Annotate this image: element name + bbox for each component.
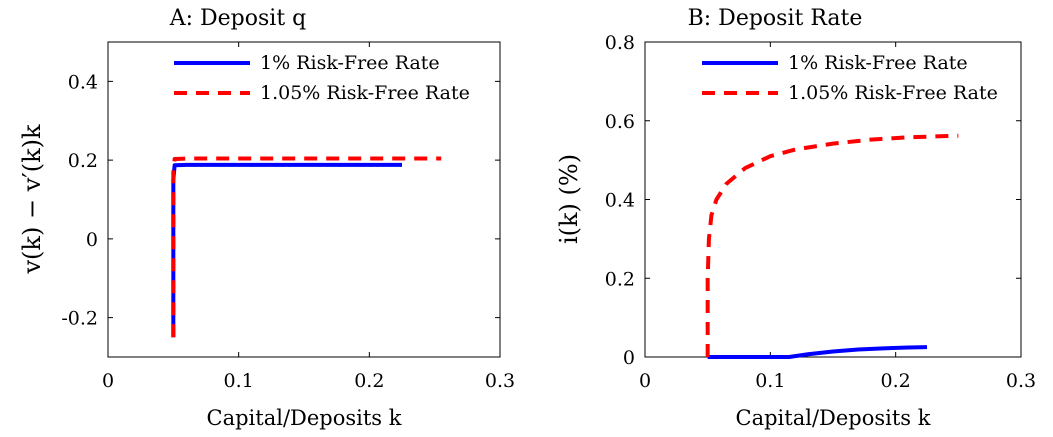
panel-a-series <box>171 156 442 338</box>
panel-a-legend-label-2: 1.05% Risk-Free Rate <box>260 82 470 104</box>
panel-b-series-line-1 <box>707 345 928 359</box>
panel-a-legend-label-1: 1% Risk-Free Rate <box>260 52 440 74</box>
panel-a-x-tick-label: 0.3 <box>485 370 515 392</box>
panel-b-x-tick-label: 0.3 <box>1006 370 1036 392</box>
panel-b-y-tick-label: 0.4 <box>605 190 635 212</box>
panel-a-y-axis-label: v(k) − v′(k)k <box>18 124 46 274</box>
panel-b-x-axis-label: Capital/Deposits k <box>736 406 931 430</box>
panel-b-x-tick-label: 0 <box>639 370 651 392</box>
panel-a-y-tick-label: 0 <box>86 229 98 251</box>
panel-b-y-axis-label: i(k) (%) <box>555 154 583 244</box>
panel-deposit-q: A: Deposit q 0 0.1 0.2 0.3 -0.2 0 0.2 0.4 1% Ri… <box>18 6 515 430</box>
panel-a-y-tick-label: -0.2 <box>61 308 98 330</box>
panel-a-series-line-1 <box>171 162 402 338</box>
panel-a-x-axis-label: Capital/Deposits k <box>207 406 402 430</box>
panel-b-title: B: Deposit Rate <box>688 6 863 31</box>
panel-b-legend-label-1: 1% Risk-Free Rate <box>788 52 968 74</box>
panel-b-y-tick-label: 0.2 <box>605 268 635 290</box>
panel-b-y-tick-label: 0 <box>623 347 635 369</box>
panel-b-y-tick-label: 0.8 <box>605 32 635 54</box>
panel-b-legend-label-2: 1.05% Risk-Free Rate <box>788 82 998 104</box>
panel-b-y-tick-label: 0.6 <box>605 111 635 133</box>
panel-a-axes-frame <box>107 41 501 358</box>
panel-a-legend: 1% Risk-Free Rate 1.05% Risk-Free Rate <box>174 52 470 104</box>
panel-a-series-line-2 <box>171 156 442 338</box>
panel-b-legend: 1% Risk-Free Rate 1.05% Risk-Free Rate <box>702 52 998 104</box>
panel-a-x-tick-label: 0 <box>102 370 114 392</box>
panel-a-y-tick-label: 0.4 <box>68 71 98 93</box>
panel-a-y-tick-label: 0.2 <box>68 150 98 172</box>
panel-b-series-line-2 <box>705 133 959 357</box>
panel-b-x-tick-label: 0.1 <box>755 370 785 392</box>
panel-a-x-tick-label: 0.1 <box>224 370 254 392</box>
panel-b-x-tick-label: 0.2 <box>881 370 911 392</box>
panel-b-ticks: 0 0.1 0.2 0.3 0 0.2 0.4 0.6 0.8 <box>605 32 1036 392</box>
panel-a-title: A: Deposit q <box>169 6 307 31</box>
panel-a-x-tick-label: 0.2 <box>354 370 384 392</box>
panel-a-ticks: 0 0.1 0.2 0.3 -0.2 0 0.2 0.4 <box>61 42 515 392</box>
panel-b-series <box>705 133 959 359</box>
panel-deposit-rate: B: Deposit Rate 0 0.1 0.2 0.300.20.40.60.8 … <box>555 6 1036 430</box>
